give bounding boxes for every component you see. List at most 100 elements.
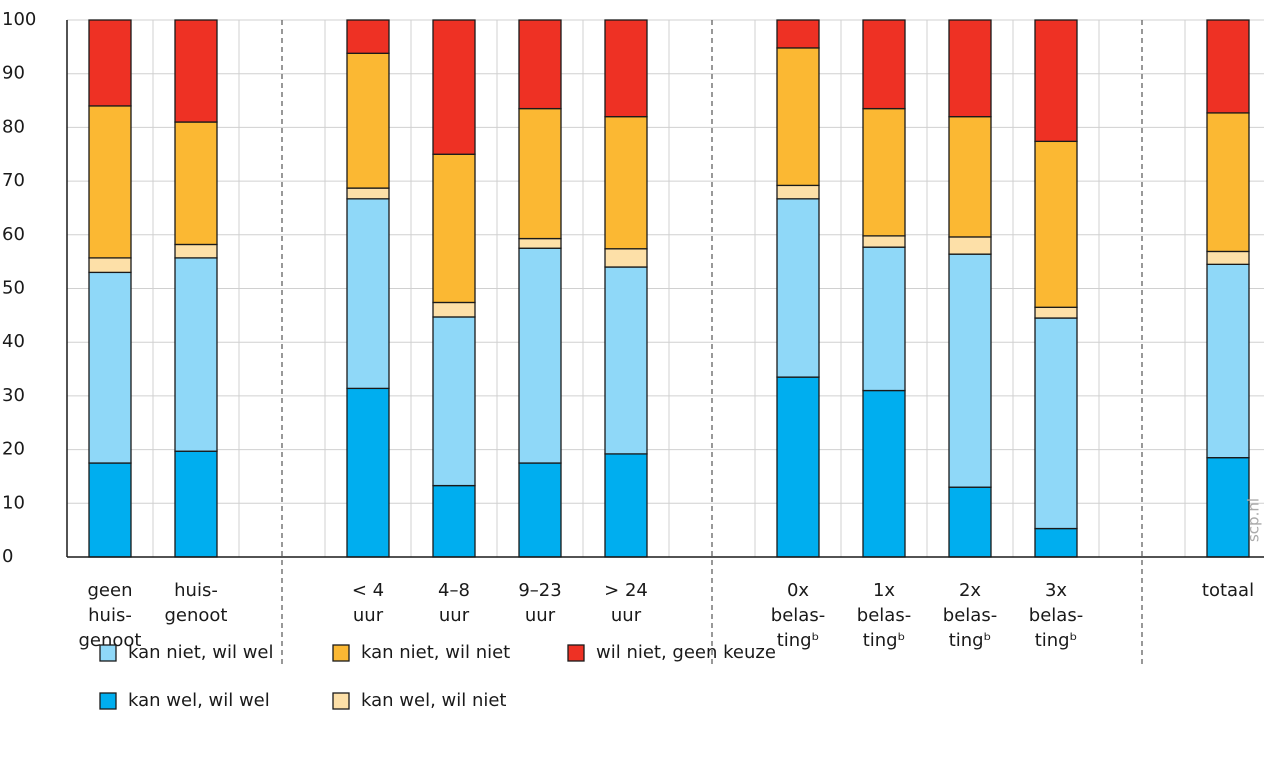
x-tick-label: 4–8 <box>438 580 470 601</box>
bar-segment <box>518 107 562 240</box>
bar-segment <box>1034 527 1078 558</box>
legend-swatch <box>99 644 117 662</box>
y-tick-label: 40 <box>2 331 25 352</box>
bar-segment <box>948 116 992 238</box>
x-tick-label: < 4 <box>352 580 384 601</box>
y-tick-label: 80 <box>2 116 25 137</box>
x-tick-label: 3x <box>1045 580 1067 601</box>
x-tick-label: tingᵇ <box>863 630 906 651</box>
y-tick-label: 70 <box>2 170 25 191</box>
bar-segment <box>174 257 218 452</box>
bar-segment <box>1206 263 1250 459</box>
bar-segment <box>862 389 906 558</box>
bar-segment <box>1206 19 1250 114</box>
x-tick-label: huis- <box>174 580 218 601</box>
bar-segment <box>432 19 476 155</box>
bar-segment <box>776 198 820 378</box>
bar-segment <box>948 253 992 488</box>
x-tick-label: uur <box>611 605 642 626</box>
x-tick-label: geen <box>88 580 133 601</box>
bar-segment <box>346 52 390 189</box>
bar-segment <box>604 19 648 118</box>
bar-segment <box>1206 250 1250 265</box>
bar-segment <box>88 257 132 274</box>
x-tick-label: 1x <box>873 580 895 601</box>
bar-segment <box>346 198 390 390</box>
bar-segment <box>862 235 906 248</box>
bar-segment <box>1034 140 1078 308</box>
bar-segment <box>948 236 992 255</box>
bar-segment <box>518 237 562 249</box>
x-tick-label: belas- <box>1029 605 1083 626</box>
bar-segment <box>174 121 218 246</box>
bar-segment <box>432 301 476 318</box>
bar-segment <box>1034 19 1078 143</box>
x-tick-label: genoot <box>79 630 142 651</box>
bar-segment <box>432 484 476 558</box>
legend-swatch <box>567 644 585 662</box>
bar-segment <box>776 376 820 558</box>
x-tick-label: tingᵇ <box>949 630 992 651</box>
x-tick-label: belas- <box>771 605 825 626</box>
bar-segment <box>776 184 820 200</box>
legend-label: kan niet, wil wel <box>128 642 274 663</box>
x-tick-label: uur <box>525 605 556 626</box>
x-tick-label: belas- <box>857 605 911 626</box>
bar-segment <box>432 316 476 487</box>
bar-segment <box>88 105 132 259</box>
bar-segment <box>948 486 992 558</box>
x-tick-label: genoot <box>165 605 228 626</box>
bar-segment <box>174 450 218 558</box>
y-tick-label: 30 <box>2 385 25 406</box>
bar-segment <box>604 248 648 268</box>
x-tick-label: tingᵇ <box>777 630 820 651</box>
bar-segment <box>88 271 132 464</box>
bar-segment <box>88 462 132 558</box>
legend-swatch <box>99 692 117 710</box>
legend-label: wil niet, geen keuze <box>596 642 776 663</box>
y-tick-label: 20 <box>2 439 25 460</box>
y-tick-label: 10 <box>2 492 25 513</box>
bar-segment <box>948 19 992 118</box>
x-tick-label: totaal <box>1202 580 1254 601</box>
y-tick-label: 60 <box>2 224 25 245</box>
bar-segment <box>346 387 390 558</box>
watermark: scp.nl <box>1245 498 1263 542</box>
x-tick-label: tingᵇ <box>1035 630 1078 651</box>
bar-segment <box>346 19 390 54</box>
x-tick-label: > 24 <box>604 580 648 601</box>
bar-segment <box>518 19 562 110</box>
x-tick-label: 9–23 <box>518 580 561 601</box>
bar-segment <box>862 107 906 237</box>
x-tick-label: 2x <box>959 580 981 601</box>
bar-segment <box>88 19 132 107</box>
bar-segment <box>174 243 218 259</box>
bar-segment <box>862 19 906 110</box>
bar-segment <box>776 19 820 49</box>
bar-segment <box>346 187 390 200</box>
legend-label: kan wel, wil wel <box>128 690 270 711</box>
x-tick-label: huis- <box>88 605 132 626</box>
y-tick-label: 50 <box>2 278 25 299</box>
bar-segment <box>604 266 648 455</box>
x-tick-label: 0x <box>787 580 809 601</box>
legend-label: kan wel, wil niet <box>361 690 507 711</box>
bar-segment <box>1206 112 1250 253</box>
bar-segment <box>1206 457 1250 558</box>
bar-segment <box>604 116 648 250</box>
y-tick-label: 0 <box>2 546 13 567</box>
legend-swatch <box>332 692 350 710</box>
x-tick-label: uur <box>353 605 384 626</box>
bar-segment <box>432 153 476 304</box>
bar-segment <box>1034 306 1078 319</box>
x-tick-label: uur <box>439 605 470 626</box>
legend-swatch <box>332 644 350 662</box>
bar-segment <box>862 246 906 392</box>
bar-segment <box>776 47 820 187</box>
bar-segment <box>174 19 218 123</box>
legend-label: kan niet, wil niet <box>361 642 510 663</box>
bar-segment <box>604 453 648 558</box>
y-tick-label: 90 <box>2 63 25 84</box>
x-tick-label: belas- <box>943 605 997 626</box>
